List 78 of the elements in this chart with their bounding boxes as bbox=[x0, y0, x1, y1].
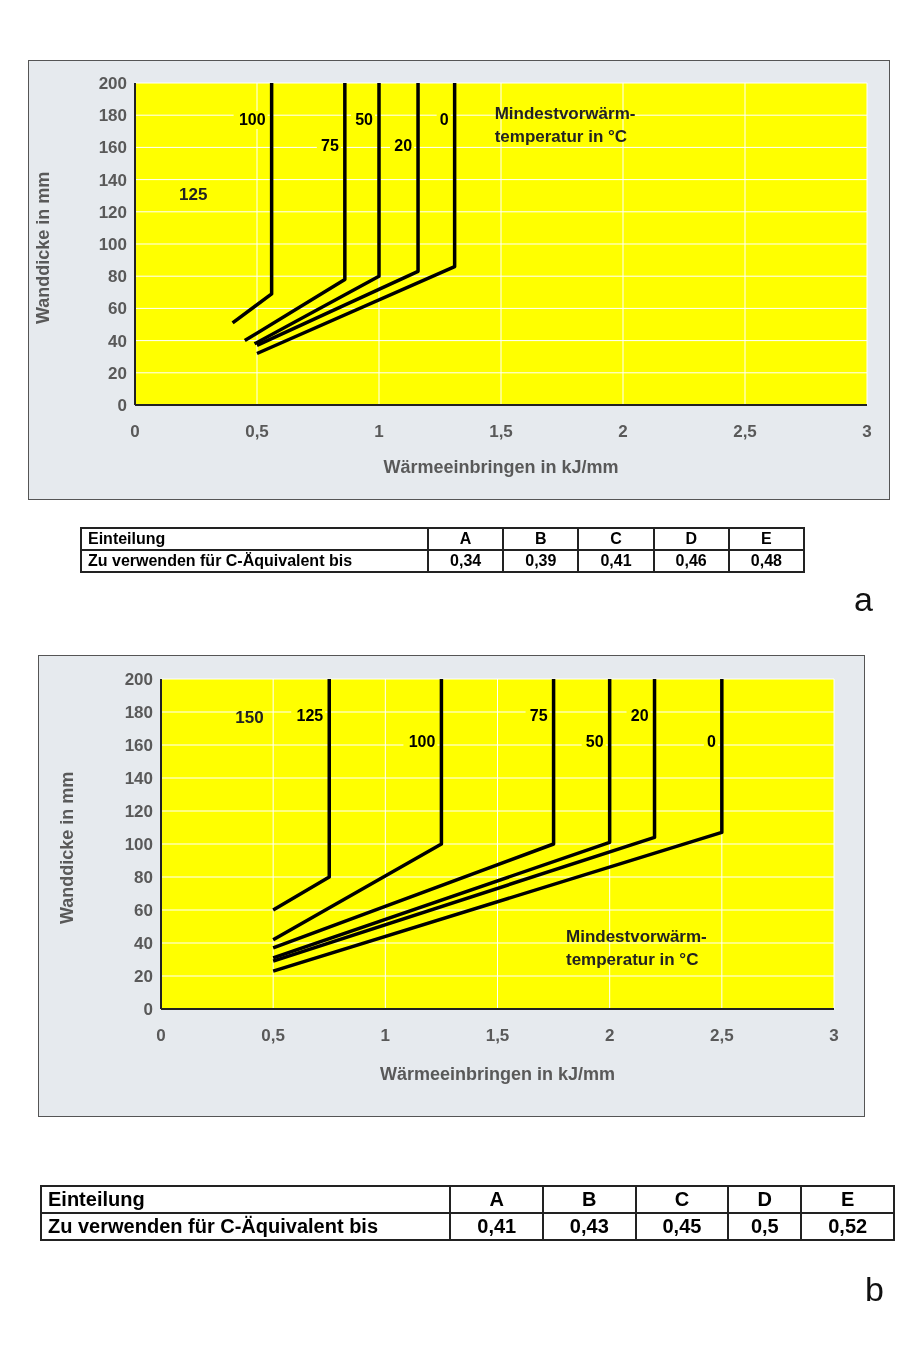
x-tick-label: 2,5 bbox=[710, 1026, 734, 1046]
category-label: B bbox=[503, 528, 579, 550]
text: a bbox=[854, 580, 873, 619]
text: Zu verwenden für C-Äquivalent bis bbox=[41, 1213, 451, 1240]
x-axis-title: Wärmeeinbringen in kJ/mm bbox=[383, 457, 619, 477]
series-label: 50 bbox=[355, 111, 374, 128]
x-tick-label: 2 bbox=[604, 1026, 615, 1046]
x-tick-label: 3 bbox=[862, 422, 872, 442]
category-label: B bbox=[543, 1186, 636, 1213]
text: 0,5 bbox=[728, 1213, 802, 1240]
text: 0,45 bbox=[635, 1213, 729, 1240]
category-label: A bbox=[450, 1186, 544, 1213]
series-label: 20 bbox=[394, 137, 413, 154]
text: 0,41 bbox=[450, 1213, 544, 1240]
x-tick-label: 3 bbox=[829, 1026, 839, 1046]
category-label: E bbox=[728, 528, 804, 550]
series-label: 100 bbox=[238, 111, 266, 128]
text: 0,48 bbox=[728, 550, 804, 572]
text: 0,52 bbox=[801, 1213, 894, 1240]
series-label: 75 bbox=[529, 707, 548, 724]
x-tick-label: 0,5 bbox=[261, 1026, 285, 1046]
text: 0,43 bbox=[543, 1213, 636, 1240]
y-tick-label: 60 bbox=[134, 901, 153, 921]
x-tick-label: 2,5 bbox=[733, 422, 757, 442]
y-axis-title: Wanddicke in mm bbox=[57, 771, 78, 924]
y-tick-label: 200 bbox=[124, 670, 153, 690]
y-tick-label: 20 bbox=[108, 363, 127, 383]
y-tick-label: 140 bbox=[124, 769, 153, 789]
y-tick-label: 160 bbox=[98, 138, 127, 158]
y-tick-label: 80 bbox=[134, 868, 153, 888]
x-tick-label: 1 bbox=[380, 1026, 391, 1046]
y-tick-label: 180 bbox=[98, 106, 127, 126]
series-label: 75 bbox=[321, 137, 339, 154]
series-label: 0 bbox=[706, 733, 716, 750]
category-label: D bbox=[653, 528, 729, 550]
x-tick-label: 1 bbox=[374, 422, 384, 442]
y-tick-label: 100 bbox=[98, 235, 127, 255]
y-tick-label: 40 bbox=[108, 331, 127, 351]
text: 0,46 bbox=[653, 550, 729, 572]
annotation: 125 bbox=[179, 184, 209, 207]
y-tick-label: 140 bbox=[98, 170, 127, 190]
category-label: C bbox=[635, 1186, 729, 1213]
y-axis-title: Wanddicke in mm bbox=[33, 171, 54, 324]
x-tick-label: 0,5 bbox=[245, 422, 269, 442]
y-tick-label: 60 bbox=[108, 299, 127, 319]
series-label: 125 bbox=[296, 707, 324, 724]
text: 0,39 bbox=[503, 550, 579, 572]
category-label: C bbox=[578, 528, 654, 550]
category-label: A bbox=[428, 528, 504, 550]
y-tick-label: 0 bbox=[143, 1000, 153, 1020]
y-tick-label: 40 bbox=[134, 934, 153, 954]
y-tick-label: 20 bbox=[134, 967, 153, 987]
text: 0,41 bbox=[578, 550, 654, 572]
y-tick-label: 120 bbox=[98, 202, 127, 222]
series-label: 50 bbox=[585, 733, 604, 750]
y-tick-label: 80 bbox=[108, 267, 127, 287]
text: Zu verwenden für C-Äquivalent bis bbox=[81, 550, 429, 572]
y-tick-label: 180 bbox=[124, 703, 153, 723]
category-label: E bbox=[801, 1186, 894, 1213]
x-tick-label: 1,5 bbox=[489, 422, 513, 442]
text: b bbox=[865, 1270, 884, 1309]
x-tick-label: 0 bbox=[156, 1026, 166, 1046]
text: Einteilung bbox=[41, 1186, 451, 1213]
series-label: 100 bbox=[408, 733, 436, 750]
text: Einteilung bbox=[81, 528, 429, 550]
series-label: 20 bbox=[630, 707, 649, 724]
y-tick-label: 0 bbox=[117, 396, 127, 416]
y-tick-label: 100 bbox=[124, 835, 153, 855]
series-label: 0 bbox=[439, 111, 449, 128]
y-tick-label: 160 bbox=[124, 736, 153, 756]
annotation: 150 bbox=[235, 707, 264, 727]
category-label: D bbox=[728, 1186, 802, 1213]
x-tick-label: 1,5 bbox=[485, 1026, 510, 1046]
text: 0,34 bbox=[428, 550, 504, 572]
x-axis-title: Wärmeeinbringen in kJ/mm bbox=[379, 1064, 616, 1084]
y-tick-label: 120 bbox=[124, 802, 153, 822]
y-tick-label: 200 bbox=[98, 74, 127, 94]
x-tick-label: 2 bbox=[618, 422, 628, 442]
